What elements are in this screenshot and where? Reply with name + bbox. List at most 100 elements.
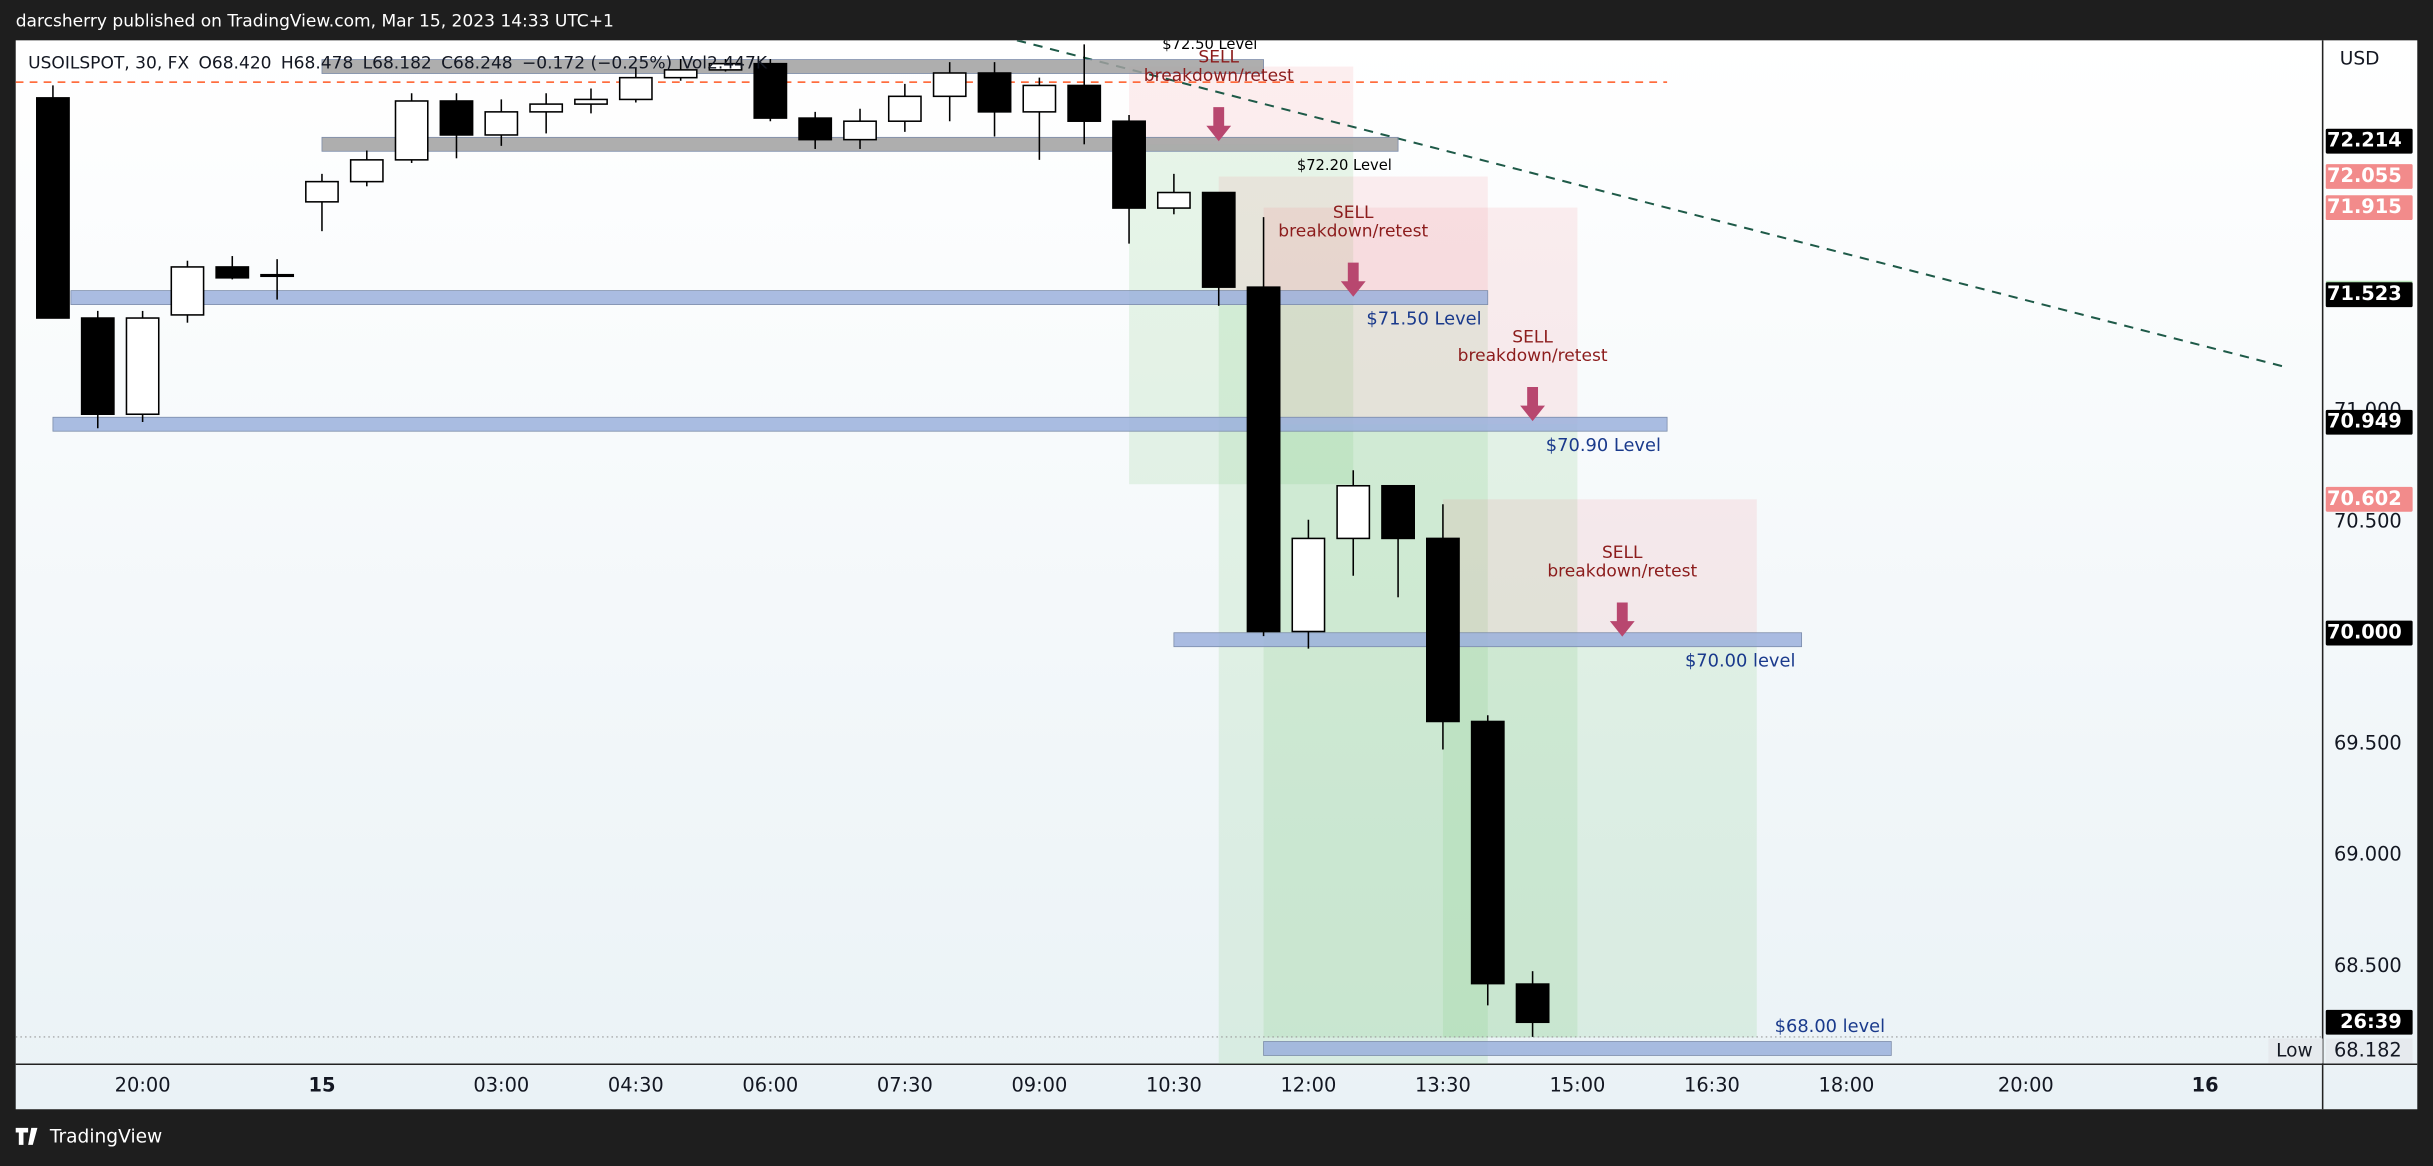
level-band: [321, 59, 1264, 74]
candle-body: [1426, 537, 1460, 723]
ohlc-legend: USOILSPOT, 30, FX O68.420 H68.478 L68.182 C6…: [28, 54, 768, 74]
candle-body: [36, 97, 70, 319]
x-tick-label: 03:00: [473, 1073, 529, 1096]
level-label: $72.50 Level: [1162, 36, 1257, 53]
legend-value: L68.182: [363, 54, 432, 74]
countdown-label-box: [2325, 1009, 2413, 1035]
x-tick-label: 16: [2192, 1073, 2219, 1096]
y-tick-label: 68.500: [2334, 954, 2402, 977]
price-label: 71.523: [2327, 282, 2402, 305]
x-tick-label: 04:30: [608, 1073, 664, 1096]
legend-value: C68.248: [441, 54, 513, 74]
sell-label: breakdown/retest: [1278, 222, 1428, 242]
price-label-box: [2325, 409, 2413, 435]
candle-body: [977, 72, 1012, 113]
legend-value: Vol2.447K: [682, 54, 768, 74]
low-tag-box: [2268, 1038, 2323, 1064]
price-label-box: [2325, 195, 2413, 221]
price-label-box: [2325, 282, 2413, 308]
low-tag: Low: [2276, 1040, 2313, 1061]
level-band: [70, 290, 1489, 305]
candle-body: [260, 273, 295, 278]
price-label-box: [2325, 620, 2413, 646]
low-label: 68.182: [2334, 1038, 2402, 1061]
x-tick-label: 20:00: [115, 1073, 171, 1096]
candle-body: [1201, 191, 1236, 288]
x-tick-label: 15:00: [1550, 1073, 1606, 1096]
candle-body: [125, 317, 160, 416]
x-tick-label: 10:30: [1146, 1073, 1202, 1096]
sell-arrow: [1340, 262, 1366, 297]
sell-label: SELL: [1602, 543, 1643, 563]
level-label: $70.90 Level: [1546, 435, 1661, 456]
level-band: [52, 416, 1668, 432]
brand: TradingView: [15, 1127, 162, 1148]
level-label: $72.20 Level: [1297, 157, 1392, 174]
y-tick-label: 69.500: [2334, 732, 2402, 755]
publisher-line: darcsherry published on TradingView.com,…: [16, 12, 614, 32]
x-tick-label: 06:00: [742, 1073, 798, 1096]
candle-body: [574, 98, 608, 105]
price-label: 71.915: [2327, 195, 2402, 218]
x-tick-label: 15: [308, 1073, 335, 1096]
brand-logo: [15, 1127, 38, 1145]
x-tick-label: 16:30: [1684, 1073, 1740, 1096]
candle-body: [663, 69, 698, 79]
price-label: 72.214: [2327, 129, 2402, 152]
trend-line: [1016, 40, 2289, 369]
low-label-box: [2325, 1038, 2413, 1064]
sell-label: SELL: [1512, 327, 1553, 347]
candle-body: [1291, 537, 1326, 633]
countdown-label: 26:39: [2340, 1010, 2402, 1033]
candle-body: [484, 111, 519, 136]
candle-body: [1470, 720, 1505, 985]
x-tick-label: 20:00: [1998, 1073, 2054, 1096]
sell-arrow: [1609, 602, 1635, 637]
legend-value: H68.478: [281, 54, 353, 74]
candle-body: [1381, 484, 1415, 540]
candle-body: [170, 266, 205, 316]
candle-body: [1336, 484, 1371, 540]
y-tick-label: 70.500: [2334, 509, 2402, 532]
x-tick-label: 18:00: [1819, 1073, 1875, 1096]
plot-area: $72.50 Level $72.20 Level $71.50 Level $70.…: [15, 36, 2323, 1065]
level-label: $71.50 Level: [1366, 308, 1481, 329]
candle-body: [618, 76, 653, 101]
price-label: 70.602: [2327, 487, 2402, 510]
candle-body: [215, 266, 250, 279]
legend-value: O68.420: [198, 54, 271, 74]
x-tick-label: 09:00: [1011, 1073, 1067, 1096]
level-band: [1173, 632, 1803, 648]
y-tick-label: 69.000: [2334, 843, 2402, 866]
candle-body: [80, 317, 115, 416]
candle-body: [798, 117, 833, 141]
level-band: [1263, 1041, 1892, 1056]
price-label: 72.055: [2327, 164, 2402, 187]
candle-body: [529, 103, 564, 113]
sell-label: SELL: [1198, 47, 1239, 67]
legend-value: −0.172 (−0.25%): [522, 54, 672, 74]
price-label-box: [2325, 128, 2413, 154]
price-label-box: [2325, 486, 2413, 512]
risk-zone: [1442, 499, 1757, 640]
level-label: $68.00 level: [1775, 1016, 1885, 1037]
risk-zone: [1263, 207, 1578, 425]
reward-zone: [1263, 424, 1578, 1038]
candle-body: [708, 62, 743, 71]
symbol: USOILSPOT, 30, FX: [28, 54, 189, 74]
sell-label: breakdown/retest: [1458, 346, 1608, 366]
currency: USD: [2340, 48, 2380, 69]
candle-body: [887, 95, 922, 122]
sell-label: breakdown/retest: [1144, 66, 1294, 86]
x-tick-label: 13:30: [1415, 1073, 1471, 1096]
candle-body: [843, 120, 877, 141]
candle-body: [1156, 191, 1191, 209]
price-label: 70.000: [2327, 621, 2402, 644]
candle-body: [1112, 120, 1146, 209]
sell-label: breakdown/retest: [1547, 561, 1697, 581]
candle-body: [1067, 84, 1102, 122]
price-label: 70.949: [2327, 410, 2402, 433]
candle-body: [932, 72, 967, 98]
level-label: $70.00 level: [1685, 650, 1795, 671]
